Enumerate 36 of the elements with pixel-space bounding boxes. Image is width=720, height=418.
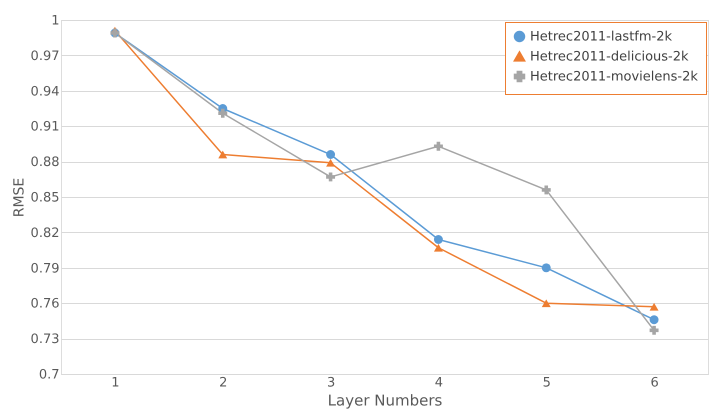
y-tick-label: 0.97 xyxy=(30,48,60,64)
point xyxy=(434,142,443,151)
point xyxy=(650,315,659,324)
point xyxy=(434,235,443,244)
x-tick-label: 2 xyxy=(219,376,228,390)
y-tick-label: 0.79 xyxy=(30,261,60,276)
y-tick-label: 0.73 xyxy=(30,332,60,348)
y-tick-label: 0.82 xyxy=(30,226,60,241)
point xyxy=(326,172,336,182)
point xyxy=(650,326,659,335)
legend-label: Hetrec2011-lastfm-2k xyxy=(530,30,672,44)
point xyxy=(542,185,551,194)
x-tick-label: 1 xyxy=(111,376,120,390)
point xyxy=(326,150,336,159)
point xyxy=(542,263,551,272)
point xyxy=(650,302,659,311)
y-tick-label: 0.85 xyxy=(30,190,60,206)
x-tick-label: 6 xyxy=(650,376,659,390)
y-tick-label: 1 xyxy=(51,14,60,28)
legend-label: Hetrec2011-movielens-2k xyxy=(530,70,698,84)
x-tick-label: 5 xyxy=(542,376,551,390)
point xyxy=(326,158,336,167)
y-tick-label: 0.88 xyxy=(30,155,60,170)
point xyxy=(218,108,228,118)
y-tick-label: 0.94 xyxy=(30,84,60,100)
y-tick-label: 0.7 xyxy=(38,368,60,382)
legend-label: Hetrec2011-delicious-2k xyxy=(530,50,690,64)
x-tick-label: 3 xyxy=(326,376,336,390)
point xyxy=(434,244,443,252)
point xyxy=(218,150,228,158)
point xyxy=(542,299,551,308)
x-axis-title: Layer Numbers xyxy=(328,392,443,410)
y-axis-title: RMSE xyxy=(12,178,28,218)
y-tick-label: 0.76 xyxy=(30,296,60,312)
y-tick-label: 0.91 xyxy=(30,120,60,135)
x-tick-label: 4 xyxy=(434,376,444,390)
